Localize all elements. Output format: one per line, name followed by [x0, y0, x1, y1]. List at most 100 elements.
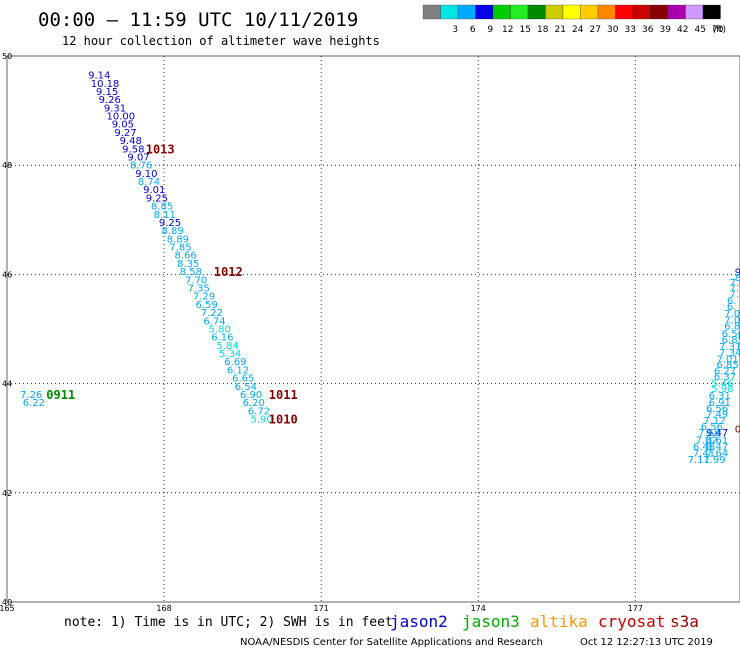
legend-label: 33 — [625, 25, 636, 35]
swh-label: 6.56 — [706, 404, 728, 415]
footer-credit: NOAA/NESDIS Center for Satellite Applica… — [240, 637, 543, 648]
swh-label: 7.99 — [703, 455, 725, 466]
swh-label: 7.70 — [185, 275, 207, 286]
swh-label: 5.46 — [711, 379, 733, 390]
data-labels: 9.1410.189.159.269.3110.009.059.279.489.… — [20, 71, 740, 466]
swh-label: 8.76 — [130, 161, 152, 172]
swh-label: 6.74 — [203, 316, 225, 327]
swh-label: 9.14 — [88, 71, 110, 82]
swh-label: 7.26 — [20, 390, 42, 401]
swh-label: 6.85 — [722, 335, 740, 346]
swh-label: 8.61 — [706, 435, 728, 446]
x-tick-label: 165 — [0, 604, 15, 613]
footer-timestamp: Oct 12 12:27:13 UTC 2019 — [580, 637, 713, 648]
swh-label: 7.34 — [719, 348, 740, 359]
swh-label: 6. — [727, 296, 737, 307]
footer-note: note: 1) Time is in UTC; 2) SWH is in fe… — [64, 615, 393, 630]
satellite-name-cryosat: cryosat — [598, 612, 665, 631]
swh-label: 6.31 — [709, 391, 731, 402]
swh-label: 7.31 — [719, 342, 740, 353]
swh-label: 7.01 — [716, 354, 738, 365]
swh-label: 6.48 — [693, 442, 715, 453]
plot-border — [6, 55, 740, 603]
legend-swatch — [510, 4, 529, 20]
legend-label: 36 — [642, 25, 654, 35]
swh-label: 9.27 — [114, 128, 136, 139]
swh-label: 7.29 — [193, 292, 215, 303]
legend-swatch — [422, 4, 441, 20]
swh-label: 10.18 — [91, 79, 120, 90]
legend-swatch — [527, 4, 546, 20]
x-tick-label: 171 — [314, 604, 329, 613]
swh-label: 9.48 — [120, 136, 142, 147]
track-time-label: 0911 — [46, 388, 75, 402]
swh-label: 8.66 — [175, 251, 197, 262]
y-tick-label: 42 — [2, 489, 12, 498]
x-tick-label: 177 — [628, 604, 643, 613]
legend-label: 42 — [677, 25, 688, 35]
swh-label: 5.90 — [250, 415, 272, 426]
legend-swatch — [650, 4, 669, 20]
swh-label: 6.56 — [701, 422, 723, 433]
legend-swatch — [580, 4, 599, 20]
swh-label: 9 — [735, 268, 740, 279]
swh-label: 7.11 — [688, 455, 710, 466]
swh-label: 7.22 — [201, 308, 223, 319]
gridlines — [7, 56, 740, 602]
swh-label: 8 — [735, 273, 740, 284]
swh-label: 6.85 — [716, 360, 738, 371]
legend-swatch — [492, 4, 511, 20]
swh-label: 6.65 — [232, 374, 254, 385]
x-tick-label: 174 — [471, 604, 486, 613]
legend-swatch — [632, 4, 651, 20]
swh-label: 7.02 — [695, 435, 717, 446]
swh-label: 5.98 — [711, 384, 733, 395]
legend-label: 21 — [555, 25, 566, 35]
y-tick-label: 44 — [2, 380, 12, 389]
swh-label: 6.72 — [248, 406, 270, 417]
swh-label: 8.35 — [177, 259, 199, 270]
x-axis-ticks: 165 168 171 174 177 — [0, 604, 643, 613]
swh-label: 7.0 — [724, 316, 740, 327]
color-scale-legend: 3 6 9 12 15 18 21 24 27 30 33 36 39 42 45 70(ft) — [422, 4, 726, 35]
legend-swatch — [685, 4, 704, 20]
swh-label: 8.47 — [706, 442, 728, 453]
swh-label: 6.90 — [240, 390, 262, 401]
legend-label: 30 — [607, 25, 619, 35]
swh-label: 6.27 — [714, 366, 736, 377]
swh-label: 9.26 — [99, 95, 121, 106]
swh-label: 7.64 — [706, 448, 728, 459]
swh-label: 6.69 — [224, 357, 246, 368]
track-time-label: 1011 — [269, 388, 298, 402]
page-title: 00:00 – 11:59 UTC 10/11/2019 — [38, 9, 358, 31]
swh-label: 9.47 — [706, 428, 728, 439]
legend-label: 3 — [452, 25, 458, 35]
y-tick-label: 48 — [2, 161, 12, 170]
legend-swatch — [475, 4, 494, 20]
swh-label: 7.12 — [703, 416, 725, 427]
swh-label: 9.05 — [112, 120, 134, 131]
page-subtitle: 12 hour collection of altimeter wave hei… — [62, 34, 380, 48]
swh-label: 8.74 — [138, 177, 160, 188]
swh-label: 0 — [735, 424, 740, 435]
legend-label: 27 — [590, 25, 601, 35]
swh-label: 5.34 — [219, 349, 241, 360]
track-time-label: 1012 — [214, 265, 243, 279]
y-axis-ticks: 40 42 44 46 48 50 — [2, 52, 12, 607]
legend-label: 9 — [487, 25, 493, 35]
swh-label: 9.25 — [146, 193, 168, 204]
swh-label: 7.85 — [169, 243, 191, 254]
legend-label: 45 — [695, 25, 706, 35]
legend-label: 24 — [572, 25, 584, 35]
satellite-name-s3a: s3a — [670, 612, 699, 631]
swh-label: 9.31 — [104, 103, 126, 114]
swh-label: 9.25 — [159, 218, 181, 229]
legend-label: 18 — [537, 25, 549, 35]
swh-label: 6.37 — [714, 372, 736, 383]
legend-swatch — [597, 4, 616, 20]
swh-label: 6.22 — [23, 398, 45, 409]
legend-swatch — [615, 4, 634, 20]
swh-label: 5.84 — [216, 341, 238, 352]
y-tick-label: 50 — [2, 52, 12, 61]
